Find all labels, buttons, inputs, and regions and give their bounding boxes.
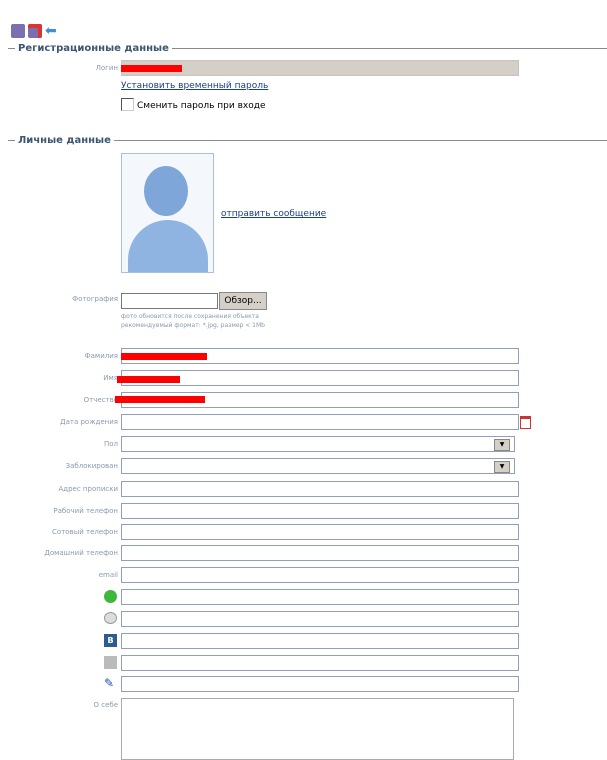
work-phone-label: Рабочий телефон — [53, 507, 118, 515]
section-title: Регистрационные данные — [18, 42, 169, 54]
social-icon — [104, 656, 117, 669]
firstname-field[interactable] — [121, 370, 519, 386]
mobile-phone-field[interactable] — [121, 524, 519, 540]
photo-hint-line: рекомендуемый формат: *.jpg, размер < 1M… — [121, 322, 265, 329]
gender-label: Пол — [103, 440, 118, 448]
redaction — [121, 353, 207, 360]
redaction — [121, 65, 182, 72]
home-phone-field[interactable] — [121, 545, 519, 561]
change-password-label: Сменить пароль при входе — [137, 101, 266, 111]
vkontakte-icon: B — [104, 634, 117, 647]
social-field[interactable] — [121, 655, 519, 671]
icq-icon — [104, 590, 117, 603]
gender-select[interactable]: ▼ — [121, 436, 515, 452]
temp-password-link[interactable]: Установить временный пароль — [121, 81, 269, 91]
address-label: Адрес прописки — [58, 485, 118, 493]
redaction — [115, 396, 205, 403]
save-icon[interactable] — [11, 24, 25, 38]
photo-hint: фото обновится после сохранения объекта … — [121, 312, 265, 330]
photo-label: Фотография — [72, 295, 118, 303]
photo-file-input[interactable] — [121, 293, 218, 309]
save-close-icon[interactable] — [28, 24, 42, 38]
photo-hint-line: фото обновится после сохранения объекта — [121, 313, 259, 320]
personal-section-header: Личные данные — [8, 134, 607, 146]
birthdate-label: Дата рождения — [60, 418, 118, 426]
chat-field[interactable] — [121, 611, 519, 627]
address-field[interactable] — [121, 481, 519, 497]
toolbar: ⬅ — [11, 24, 59, 38]
blocked-select[interactable]: ▼ — [121, 458, 515, 474]
work-phone-field[interactable] — [121, 503, 519, 519]
lastname-label: Фамилия — [84, 352, 118, 360]
registration-section-header: Регистрационные данные — [8, 42, 607, 54]
about-textarea[interactable] — [121, 698, 514, 760]
avatar — [121, 153, 214, 273]
livejournal-field[interactable] — [121, 676, 519, 692]
chat-icon — [104, 612, 117, 624]
middlename-label: Отчество — [83, 396, 118, 404]
livejournal-pen-icon: ✎ — [104, 676, 115, 690]
mobile-phone-label: Сотовый телефон — [52, 528, 118, 536]
email-field[interactable] — [121, 567, 519, 583]
calendar-icon[interactable] — [520, 416, 531, 429]
section-title: Личные данные — [18, 134, 111, 146]
send-message-link[interactable]: отправить сообщение — [221, 209, 327, 219]
chevron-down-icon[interactable]: ▼ — [494, 439, 510, 451]
chevron-down-icon[interactable]: ▼ — [494, 461, 510, 473]
firstname-label: Имя — [103, 374, 118, 382]
back-arrow-icon[interactable]: ⬅ — [45, 23, 57, 39]
home-phone-label: Домашний телефон — [44, 549, 118, 557]
change-password-checkbox[interactable] — [121, 98, 134, 111]
vkontakte-field[interactable] — [121, 633, 519, 649]
blocked-label: Заблокирован — [65, 462, 118, 470]
login-label: Логин — [95, 64, 118, 72]
email-label: email — [98, 571, 118, 579]
redaction — [117, 376, 180, 383]
browse-button[interactable]: Обзор... — [219, 292, 267, 310]
about-label: О себе — [93, 701, 118, 709]
icq-field[interactable] — [121, 589, 519, 605]
birthdate-field[interactable] — [121, 414, 519, 430]
